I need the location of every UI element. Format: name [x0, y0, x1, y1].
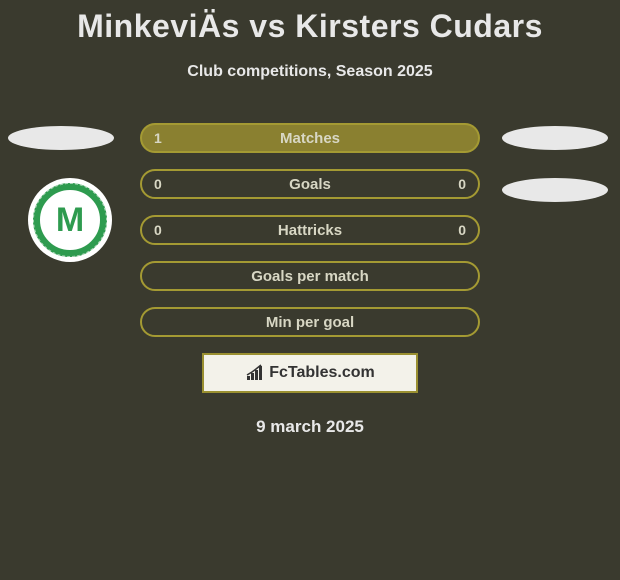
- branding-box[interactable]: FcTables.com: [202, 353, 418, 393]
- stat-label: Goals per match: [251, 268, 369, 285]
- stat-label: Hattricks: [278, 222, 342, 239]
- page-title: MinkeviÄs vs Kirsters Cudars: [0, 0, 620, 45]
- stat-left-value: 0: [154, 222, 172, 238]
- stat-left-value: 0: [154, 176, 172, 192]
- stat-label: Matches: [280, 130, 340, 147]
- stat-pill-matches: 1 Matches: [140, 123, 480, 153]
- date-text: 9 march 2025: [0, 417, 620, 437]
- stat-pill-goals: 0 Goals 0: [140, 169, 480, 199]
- bar-chart-icon: [245, 364, 267, 382]
- stat-pill-goals-per-match: Goals per match: [140, 261, 480, 291]
- player-right-placeholder-2: [502, 178, 608, 202]
- stat-row: Min per goal: [0, 307, 620, 337]
- subtitle: Club competitions, Season 2025: [0, 63, 620, 81]
- stat-label: Min per goal: [266, 314, 354, 331]
- stat-pill-min-per-goal: Min per goal: [140, 307, 480, 337]
- stat-right-value: 0: [448, 176, 466, 192]
- stat-right-value: 0: [448, 222, 466, 238]
- stat-pill-hattricks: 0 Hattricks 0: [140, 215, 480, 245]
- club-badge: M: [28, 178, 112, 262]
- player-left-placeholder-1: [8, 126, 114, 150]
- branding-text: FcTables.com: [269, 364, 375, 382]
- player-right-placeholder-1: [502, 126, 608, 150]
- stat-left-value: 1: [154, 130, 172, 146]
- club-badge-letter: M: [56, 201, 84, 240]
- stat-label: Goals: [289, 176, 331, 193]
- stat-row: Goals per match: [0, 261, 620, 291]
